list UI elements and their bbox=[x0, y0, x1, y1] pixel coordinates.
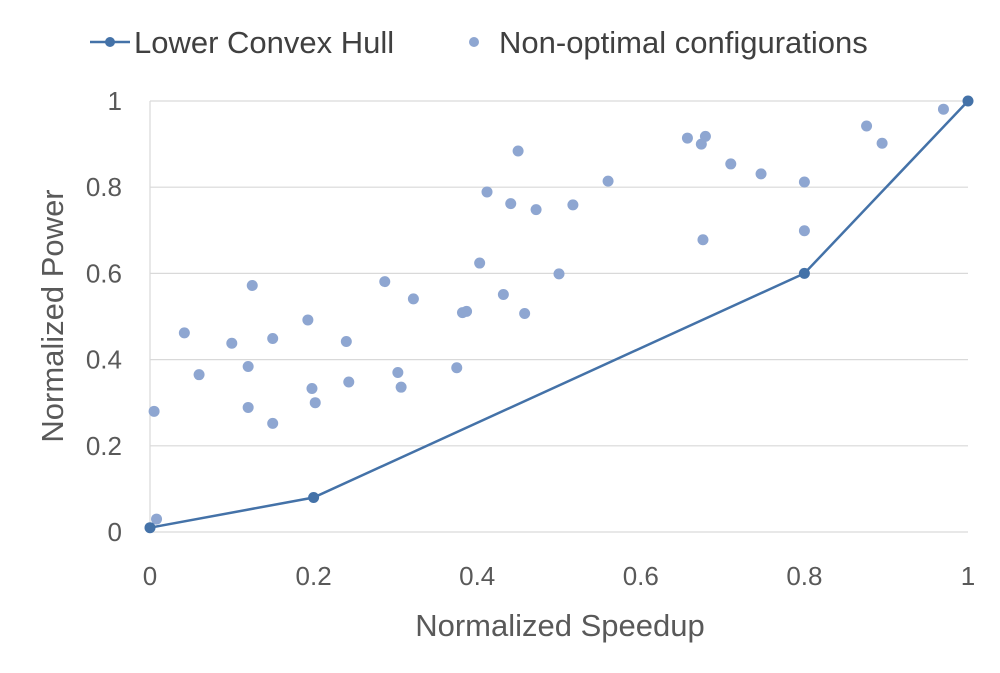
y-tick-labels: 0 0.2 0.4 0.6 0.8 1 bbox=[86, 86, 122, 547]
non-optimal-point bbox=[876, 137, 888, 149]
y-tick-label: 0.4 bbox=[86, 345, 122, 375]
non-optimal-point bbox=[505, 198, 517, 210]
non-optimal-point bbox=[451, 362, 463, 374]
non-optimal-point bbox=[267, 417, 279, 429]
x-tick-label: 1 bbox=[961, 561, 975, 591]
x-tick-label: 0.4 bbox=[459, 561, 495, 591]
legend-nonoptimal-label: Non-optimal configurations bbox=[499, 25, 868, 60]
non-optimal-point bbox=[697, 234, 709, 246]
non-optimal-point bbox=[151, 513, 163, 525]
non-optimal-point bbox=[226, 337, 238, 349]
non-optimal-point bbox=[497, 289, 509, 301]
hull-point bbox=[308, 492, 320, 504]
legend-item-hull: Lower Convex Hull bbox=[90, 25, 394, 60]
non-optimal-point bbox=[602, 175, 614, 187]
non-optimal-point bbox=[553, 268, 565, 280]
legend-hull-marker bbox=[105, 37, 115, 47]
x-tick-label: 0.2 bbox=[296, 561, 332, 591]
non-optimal-point bbox=[267, 332, 279, 344]
non-optimal-point bbox=[798, 176, 810, 188]
non-optimal-point bbox=[343, 376, 355, 388]
y-tick-label: 0 bbox=[108, 517, 122, 547]
legend: Lower Convex Hull Non-optimal configurat… bbox=[90, 25, 868, 60]
hull-point bbox=[962, 95, 974, 107]
non-optimal-point bbox=[861, 120, 873, 132]
non-optimal-point bbox=[246, 279, 258, 291]
non-optimal-point bbox=[407, 293, 419, 305]
non-optimal-point bbox=[242, 401, 254, 413]
x-tick-label: 0 bbox=[143, 561, 157, 591]
hull-point bbox=[798, 267, 810, 279]
non-optimal-point bbox=[193, 369, 205, 381]
non-optimal-point bbox=[699, 130, 711, 142]
non-optimal-point bbox=[519, 307, 531, 319]
legend-hull-label: Lower Convex Hull bbox=[134, 25, 394, 60]
non-optimal-point bbox=[148, 405, 160, 417]
non-optimal-point bbox=[461, 305, 473, 317]
non-optimal-point bbox=[755, 168, 767, 180]
legend-nonoptimal-marker bbox=[469, 37, 479, 47]
non-optimal-point bbox=[395, 381, 407, 393]
non-optimal-point bbox=[725, 158, 737, 170]
non-optimal-point bbox=[798, 225, 810, 237]
non-optimal-point bbox=[379, 276, 391, 288]
non-optimal-point bbox=[306, 382, 318, 394]
y-axis-title: Normalized Power bbox=[35, 189, 70, 442]
non-optimal-point bbox=[178, 327, 190, 339]
non-optimal-point bbox=[302, 314, 314, 326]
non-optimal-point bbox=[681, 132, 693, 144]
hull-line bbox=[149, 100, 969, 529]
y-tick-label: 0.6 bbox=[86, 258, 122, 288]
hull-point bbox=[144, 522, 156, 534]
x-tick-label: 0.6 bbox=[623, 561, 659, 591]
non-optimal-point bbox=[512, 145, 524, 157]
y-tick-label: 0.8 bbox=[86, 172, 122, 202]
non-optimal-point bbox=[392, 367, 404, 379]
x-tick-label: 0.8 bbox=[786, 561, 822, 591]
non-optimal-point bbox=[340, 335, 352, 347]
non-optimal-point bbox=[474, 257, 486, 269]
non-optimal-point bbox=[567, 199, 579, 211]
non-optimal-point bbox=[309, 397, 321, 409]
non-optimal-point bbox=[937, 103, 949, 115]
non-optimal-point bbox=[530, 204, 542, 216]
gridlines bbox=[149, 100, 968, 533]
non-optimal-points bbox=[148, 103, 949, 525]
x-axis-title: Normalized Speedup bbox=[415, 608, 705, 643]
non-optimal-point bbox=[242, 360, 254, 372]
y-tick-label: 0.2 bbox=[86, 431, 122, 461]
non-optimal-point bbox=[481, 186, 493, 198]
x-tick-labels: 0 0.2 0.4 0.6 0.8 1 bbox=[143, 561, 975, 591]
y-tick-label: 1 bbox=[108, 86, 122, 116]
legend-item-nonoptimal: Non-optimal configurations bbox=[469, 25, 868, 60]
convex-hull-series bbox=[144, 95, 974, 534]
